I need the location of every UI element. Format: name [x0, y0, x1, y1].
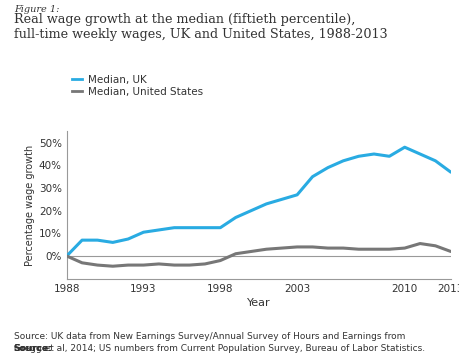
Text: Source:: Source: [14, 344, 52, 353]
Text: full-time weekly wages, UK and United States, 1988-2013: full-time weekly wages, UK and United St… [14, 28, 386, 42]
Text: Figure 1:: Figure 1: [14, 5, 59, 14]
X-axis label: Year: Year [246, 298, 270, 308]
Text: Source: UK data from New Earnings Survey/Annual Survey of Hours and Earnings fro: Source: UK data from New Earnings Survey… [14, 332, 424, 353]
Text: Real wage growth at the median (fiftieth percentile),: Real wage growth at the median (fiftieth… [14, 13, 354, 27]
Legend: Median, UK, Median, United States: Median, UK, Median, United States [72, 75, 202, 97]
Text: Source:: Source: [14, 344, 52, 353]
Y-axis label: Percentage wage growth: Percentage wage growth [25, 144, 34, 266]
